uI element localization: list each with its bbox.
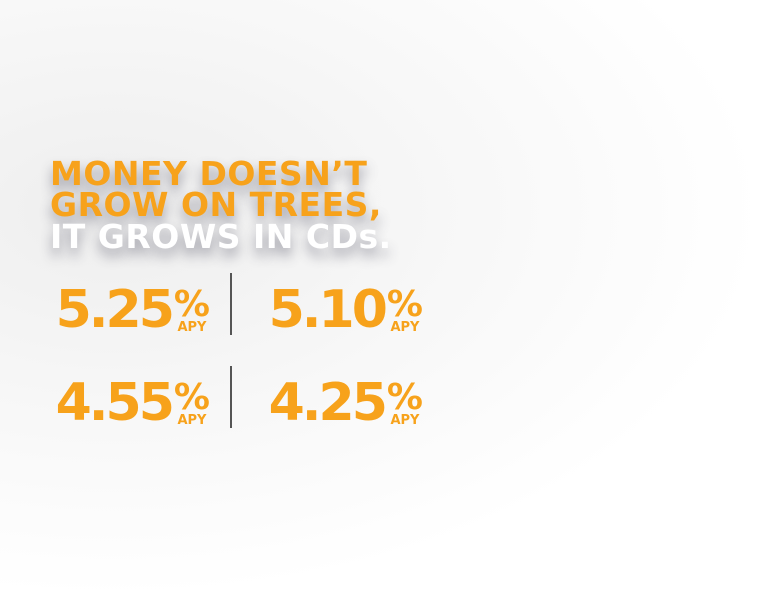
divider <box>230 273 232 335</box>
rate-value: 4.55 <box>55 373 175 433</box>
rate-unit: % APY <box>173 377 210 433</box>
rate: 5.10% APY <box>253 280 423 340</box>
headline-line: GROW ON TREES, <box>50 185 382 224</box>
rate-unit: % APY <box>173 284 210 340</box>
percent-sign: % <box>386 377 423 418</box>
rate-value: 5.10 <box>268 280 388 340</box>
percent-sign: % <box>386 284 423 325</box>
percent-sign: % <box>173 284 210 325</box>
headline-line: IT GROWS IN CDs. <box>50 217 392 256</box>
divider <box>230 366 232 428</box>
headline-line: MONEY DOESN’T <box>50 154 368 193</box>
apy-label: APY <box>390 413 420 428</box>
rate: 4.55% APY <box>40 373 210 433</box>
rate: 4.25% APY <box>253 373 423 433</box>
rate: 5.25% APY <box>40 280 210 340</box>
rate-value: 4.25 <box>268 373 388 433</box>
rate-value: 5.25 <box>55 280 175 340</box>
apy-label: APY <box>177 413 207 428</box>
apy-label: APY <box>390 320 420 335</box>
rate-unit: % APY <box>386 377 423 433</box>
apy-label: APY <box>177 320 207 335</box>
percent-sign: % <box>173 377 210 418</box>
rate-unit: % APY <box>386 284 423 340</box>
